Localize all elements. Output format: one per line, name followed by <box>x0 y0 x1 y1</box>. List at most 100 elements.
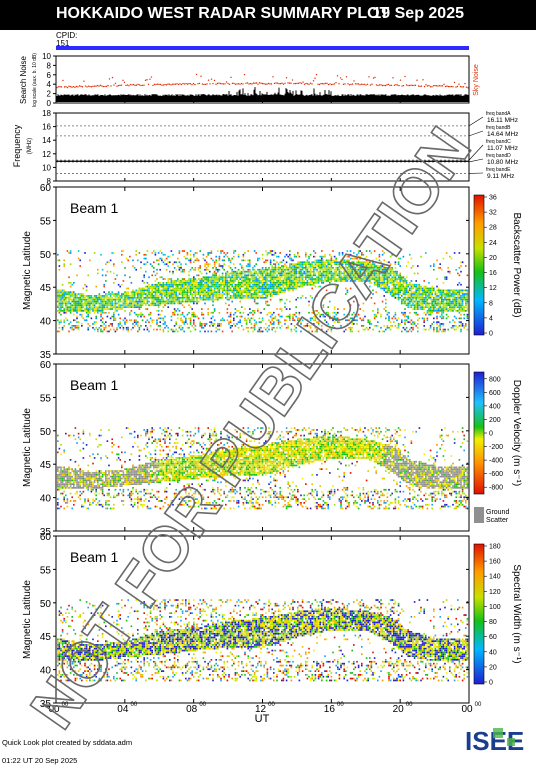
colorbar-tick-label: 24 <box>489 240 497 247</box>
sky-noise-point <box>433 85 434 86</box>
sky-noise-point <box>125 85 126 86</box>
sky-noise-point <box>148 84 149 85</box>
sky-noise-point <box>370 84 371 85</box>
sky-noise-point <box>97 85 98 86</box>
colorbar-tick-label: -600 <box>489 471 503 478</box>
sky-noise-point <box>128 85 129 86</box>
sky-noise-point <box>347 83 348 84</box>
sky-noise-point <box>374 77 375 78</box>
sky-noise-point <box>311 83 312 84</box>
sky-noise-point <box>167 83 168 84</box>
sky-noise-legend: Sky Noise <box>473 64 480 96</box>
colorbar-tick-label: 32 <box>489 210 497 217</box>
sky-noise-point <box>70 86 71 87</box>
sky-noise-point <box>271 83 272 84</box>
colorbar-tick-label: 36 <box>489 195 497 202</box>
sky-noise-point <box>136 85 137 86</box>
sky-noise-point <box>175 84 176 85</box>
sky-noise-point <box>257 83 258 84</box>
panel-ylabel: Magnetic Latitude <box>22 408 33 487</box>
sky-noise-point <box>388 84 389 85</box>
colorbar-tick-label: 200 <box>489 417 501 424</box>
sky-noise-point <box>130 84 131 85</box>
sky-noise-point <box>424 86 425 87</box>
sky-noise-point <box>338 83 339 84</box>
noise-tick-label: 10 <box>42 52 51 61</box>
sky-noise-point <box>437 85 438 86</box>
sky-noise-point <box>131 84 132 85</box>
colorbar-label: Doppler Velocity (m s⁻¹) <box>511 380 522 486</box>
sky-noise-point <box>212 83 213 84</box>
colorbar-tick-label: 12 <box>489 285 497 292</box>
sky-noise-point <box>142 85 143 86</box>
sky-noise-point <box>185 83 186 84</box>
colorbar <box>474 195 484 335</box>
sky-noise-point <box>439 85 440 86</box>
sky-noise-point <box>358 83 359 84</box>
sky-noise-point <box>56 87 57 88</box>
sky-noise-point <box>262 83 263 84</box>
sky-noise-point <box>67 87 68 88</box>
colorbar-tick-label: -400 <box>489 458 503 465</box>
sky-noise-point <box>398 85 399 86</box>
sky-noise-point <box>430 86 431 87</box>
sky-noise-point <box>109 78 110 79</box>
panel-ylabel: Magnetic Latitude <box>22 580 33 659</box>
colorbar-tick-label: -200 <box>489 444 503 451</box>
sky-noise-point <box>106 86 107 87</box>
sky-noise-point <box>466 86 467 87</box>
sky-noise-point <box>422 79 423 80</box>
sky-noise-point <box>161 84 162 85</box>
sky-noise-point <box>169 83 170 84</box>
sky-noise-point <box>409 85 410 86</box>
sky-noise-point <box>265 83 266 84</box>
lat-tick-label: 40 <box>40 317 52 328</box>
sky-noise-point <box>71 86 72 87</box>
sky-noise-point <box>112 77 113 78</box>
sky-noise-point <box>110 85 111 86</box>
sky-noise-point <box>187 83 188 84</box>
beam-label: Beam 1 <box>70 549 118 565</box>
sky-noise-point <box>124 82 125 83</box>
colorbar-tick-label: 4 <box>489 315 493 322</box>
sky-noise-point <box>448 86 449 87</box>
sky-noise-point <box>232 83 233 84</box>
sky-noise-point <box>463 86 464 87</box>
lat-tick-label: 50 <box>40 427 52 438</box>
colorbar-tick-label: 80 <box>489 619 497 626</box>
sky-noise-point <box>332 84 333 85</box>
sky-noise-point <box>170 84 171 85</box>
sky-noise-point <box>308 84 309 85</box>
sky-noise-point <box>242 83 243 84</box>
sky-noise-point <box>122 80 123 81</box>
sky-noise-point <box>259 82 260 83</box>
x-tick-label: 08 <box>186 704 198 715</box>
sky-noise-point <box>139 84 140 85</box>
sky-noise-point <box>455 86 456 87</box>
sky-noise-point <box>434 85 435 86</box>
sky-noise-point <box>223 83 224 84</box>
sky-noise-point <box>286 77 287 78</box>
sky-noise-point <box>431 86 432 87</box>
sky-noise-point <box>340 77 341 78</box>
sky-noise-point <box>376 84 377 85</box>
sky-noise-point <box>82 86 83 87</box>
sky-noise-point <box>98 85 99 86</box>
sky-noise-point <box>353 80 354 81</box>
sky-noise-point <box>260 82 261 83</box>
sky-noise-point <box>380 84 381 85</box>
sky-noise-point <box>400 79 401 80</box>
sky-noise-point <box>310 83 311 84</box>
x-tick-label: 00 <box>461 704 473 715</box>
sky-noise-point <box>295 83 296 84</box>
sky-noise-point <box>199 83 200 84</box>
colorbar-tick-label: 60 <box>489 634 497 641</box>
sky-noise-point <box>151 76 152 77</box>
sky-noise-point <box>163 84 164 85</box>
beam-label: Beam 1 <box>70 200 118 216</box>
sky-noise-point <box>458 84 459 85</box>
footer-credit: Quick Look plot created by sddata.adm <box>2 738 132 747</box>
freq-ylabel: Frequency <box>12 124 22 167</box>
sky-noise-point <box>283 84 284 85</box>
sky-noise-point <box>88 85 89 86</box>
